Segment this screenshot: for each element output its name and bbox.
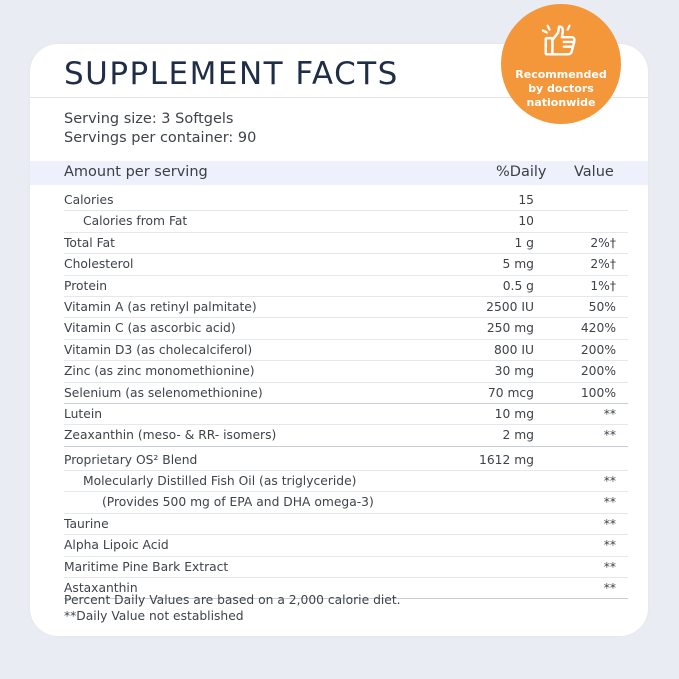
- row-label: Taurine: [64, 516, 109, 531]
- row-value: **: [603, 474, 616, 489]
- nutrient-table: Calories 15 Calories from Fat 10 Total Fat…: [30, 190, 648, 600]
- table-row: Calories 15: [64, 190, 628, 212]
- row-value: 2%†: [590, 257, 616, 272]
- row-amount: 2 mg: [502, 428, 534, 443]
- row-label: Total Fat: [64, 235, 115, 250]
- row-label: Calories: [64, 193, 114, 207]
- header-daily: %Daily: [496, 164, 547, 180]
- row-label: Molecularly Distilled Fish Oil (as trigl…: [83, 474, 357, 489]
- table-row: Total Fat 1 g 2%†: [64, 233, 628, 255]
- row-label: Lutein: [64, 406, 103, 421]
- table-row: Maritime Pine Bark Extract **: [64, 557, 628, 579]
- table-row: Zinc (as zinc monomethionine) 30 mg 200%: [64, 361, 628, 383]
- table-row: Protein 0.5 g 1%†: [64, 276, 628, 297]
- servings-per-container: Servings per container: 90: [64, 130, 257, 146]
- row-label: Selenium (as selenomethionine): [64, 385, 263, 400]
- table-row: Vitamin A (as retinyl palmitate) 2500 IU 5…: [64, 297, 628, 319]
- table-row: Astaxanthin **: [64, 578, 628, 600]
- row-value: **: [603, 559, 616, 574]
- header-amount: Amount per serving: [64, 164, 208, 180]
- row-label: Astaxanthin: [64, 581, 138, 596]
- row-value: **: [603, 428, 616, 443]
- table-row: Alpha Lipoic Acid **: [64, 535, 628, 557]
- badge-text: Recommended by doctors nationwide: [501, 68, 621, 110]
- footnote-not-established: **Daily Value not established: [64, 609, 244, 623]
- row-amount: 10 mg: [494, 406, 534, 421]
- row-value: 200%: [580, 364, 616, 379]
- table-row: Vitamin C (as ascorbic acid) 250 mg 420%: [64, 318, 628, 340]
- row-value: **: [603, 495, 616, 510]
- badge-line-3: nationwide: [526, 96, 596, 109]
- row-amount: 1612 mg: [479, 452, 534, 467]
- table-row: Vitamin D3 (as cholecalciferol) 800 IU 200…: [64, 340, 628, 362]
- table-row: (Provides 500 mg of EPA and DHA omega-3)…: [64, 492, 628, 514]
- row-amount: 0.5 g: [502, 278, 534, 293]
- row-value: 200%: [580, 342, 616, 357]
- serving-info: Serving size: 3 Softgels Servings per co…: [64, 110, 256, 148]
- row-value: **: [603, 581, 616, 596]
- table-row: Molecularly Distilled Fish Oil (as trigl…: [64, 471, 628, 493]
- row-label: Protein: [64, 278, 108, 293]
- badge-line-2: by doctors: [528, 82, 594, 95]
- table-row: Taurine **: [64, 514, 628, 536]
- row-value: **: [603, 516, 616, 531]
- table-row: Selenium (as selenomethionine) 70 mcg 100%: [64, 383, 628, 404]
- row-label: Proprietary OS² Blend: [64, 452, 198, 467]
- row-value: **: [603, 538, 616, 553]
- row-label: Cholesterol: [64, 257, 134, 272]
- row-label: Calories from Fat: [83, 214, 188, 229]
- row-value: 1%†: [590, 278, 616, 293]
- row-value: 50%: [588, 299, 616, 314]
- row-amount: 5 mg: [502, 257, 534, 272]
- row-label: Vitamin D3 (as cholecalciferol): [64, 342, 253, 357]
- row-label: Zinc (as zinc monomethionine): [64, 364, 255, 379]
- table-row: Cholesterol 5 mg 2%†: [64, 254, 628, 276]
- recommended-badge: Recommended by doctors nationwide: [501, 4, 621, 124]
- table-row: Calories from Fat 10: [64, 211, 628, 233]
- row-amount: 70 mcg: [487, 385, 534, 400]
- page-title: SUPPLEMENT FACTS: [64, 56, 399, 92]
- row-amount: 1 g: [514, 235, 534, 250]
- row-value: 100%: [580, 385, 616, 400]
- footnotes: Percent Daily Values are based on a 2,00…: [64, 592, 401, 624]
- row-label: Maritime Pine Bark Extract: [64, 559, 229, 574]
- row-label: Vitamin A (as retinyl palmitate): [64, 299, 257, 314]
- row-amount: 2500 IU: [486, 299, 534, 314]
- table-row: Lutein 10 mg **: [64, 404, 628, 426]
- row-amount: 250 mg: [486, 321, 534, 336]
- header-value: Value: [574, 164, 614, 180]
- row-value: 2%†: [590, 235, 616, 250]
- table-header: Amount per serving %Daily Value: [30, 161, 648, 185]
- badge-line-1: Recommended: [515, 68, 607, 81]
- row-amount: 10: [518, 214, 534, 229]
- row-label: Alpha Lipoic Acid: [64, 538, 169, 553]
- row-value: 420%: [580, 321, 616, 336]
- table-row: Zeaxanthin (meso- & RR- isomers) 2 mg **: [64, 425, 628, 447]
- row-amount: 15: [518, 193, 534, 207]
- footnote-daily-values: Percent Daily Values are based on a 2,00…: [64, 593, 401, 607]
- row-label: (Provides 500 mg of EPA and DHA omega-3): [102, 495, 374, 510]
- row-amount: 30 mg: [494, 364, 534, 379]
- row-value: **: [603, 406, 616, 421]
- row-label: Zeaxanthin (meso- & RR- isomers): [64, 428, 277, 443]
- row-label: Vitamin C (as ascorbic acid): [64, 321, 236, 336]
- divider: [30, 97, 648, 98]
- row-amount: 800 IU: [493, 342, 534, 357]
- supplement-facts-card: SUPPLEMENT FACTS Serving size: 3 Softgel…: [30, 44, 648, 636]
- thumbs-up-icon: [541, 24, 576, 56]
- serving-size: Serving size: 3 Softgels: [64, 111, 234, 127]
- table-row: Proprietary OS² Blend 1612 mg: [64, 450, 628, 472]
